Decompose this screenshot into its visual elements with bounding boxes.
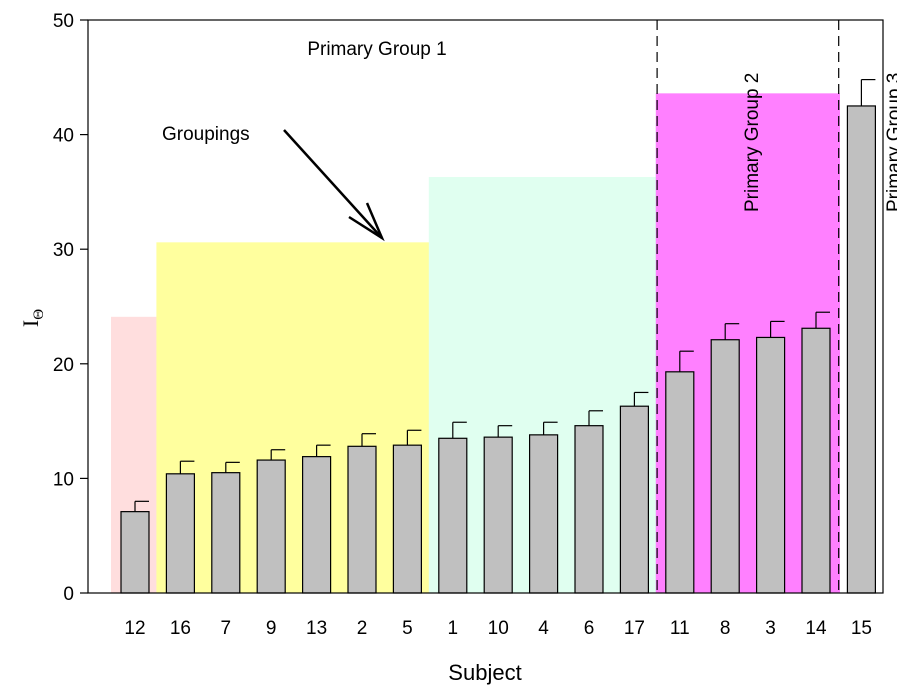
groupings-annotation: Groupings: [162, 124, 250, 145]
y-tick-label: 50: [53, 11, 74, 32]
bars: [120, 78, 877, 594]
bar-7: [211, 472, 241, 594]
x-tick-label: 3: [765, 618, 776, 639]
y-tick-label: 20: [53, 355, 74, 376]
y-axis-label: IΘ: [18, 309, 47, 327]
bar-11: [665, 371, 695, 594]
primary-group-3-label: Primary Group 3: [884, 73, 897, 212]
chart-labels: Subject IΘ Primary Group 1 Primary Group…: [18, 39, 897, 685]
groupings-arrow: [283, 129, 385, 242]
x-tick-label: 8: [720, 618, 731, 639]
y-tick-label: 30: [53, 240, 74, 261]
x-tick-label: 11: [670, 618, 690, 639]
x-tick-label: 4: [538, 618, 549, 639]
primary-group-2-label: Primary Group 2: [742, 73, 763, 212]
arrow-shaft: [283, 129, 383, 239]
bar-16: [165, 473, 195, 594]
x-axis-label: Subject: [448, 660, 521, 685]
x-tick-label: 17: [624, 618, 645, 639]
x-tick-label: 12: [124, 618, 145, 639]
x-tick-label: 10: [488, 618, 509, 639]
bar-4: [528, 434, 559, 594]
bar-10: [483, 436, 513, 594]
plot-frame: [87, 19, 884, 594]
axes: 0 10 20 30 40 50 12 16 7 9 13 2 5 1 10 4 6 17 11 8 3 14 15: [53, 11, 884, 639]
x-tick-label: 16: [170, 618, 191, 639]
bar-1: [438, 437, 468, 594]
arrow-head: [348, 202, 385, 242]
x-tick-label: 1: [448, 618, 459, 639]
y-axis-label-subscript: Θ: [31, 309, 47, 320]
bar-17: [619, 405, 650, 594]
x-tick-label: 2: [357, 618, 368, 639]
x-tick-label: 6: [584, 618, 595, 639]
bar-9: [256, 459, 286, 594]
bar-15: [846, 105, 877, 594]
x-tick-label: 13: [306, 618, 327, 639]
bar-13: [302, 456, 332, 594]
bar-8: [710, 339, 740, 594]
bar-3: [755, 336, 786, 594]
bar-2: [347, 445, 377, 594]
x-tick-label: 5: [402, 618, 413, 639]
y-axis-label-main: I: [18, 320, 43, 327]
y-tick-label: 40: [53, 126, 74, 147]
bar-14: [801, 327, 831, 594]
x-tick-label: 9: [266, 618, 277, 639]
x-tick-label: 15: [851, 618, 872, 639]
primary-group-1-label: Primary Group 1: [307, 39, 446, 60]
bar-12: [120, 511, 150, 594]
x-tick-label: 7: [221, 618, 232, 639]
y-tick-label: 0: [63, 584, 74, 605]
y-tick-label: 10: [53, 469, 74, 490]
x-tick-label: 14: [805, 618, 827, 639]
bar-6: [574, 425, 604, 594]
bar-5: [392, 444, 422, 594]
